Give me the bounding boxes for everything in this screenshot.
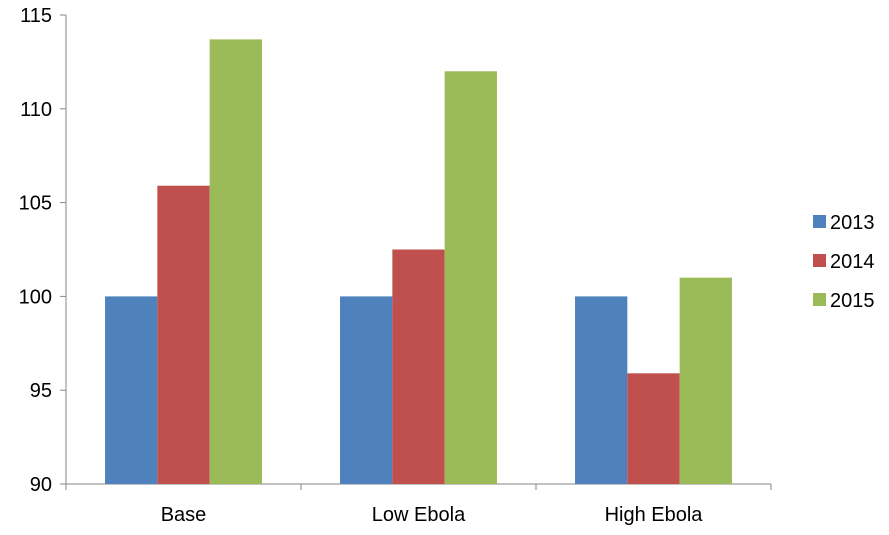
x-category-label: High Ebola: [605, 504, 704, 526]
legend-label: 2014: [830, 251, 875, 273]
bar-2013-high-ebola: [575, 296, 628, 484]
legend-swatch: [813, 293, 826, 306]
legend-swatch: [813, 254, 826, 267]
legend: 2013 2014 2015: [813, 212, 875, 312]
x-axis: Base Low Ebola High Ebola: [65, 483, 772, 526]
bar-2015-high-ebola: [679, 277, 732, 484]
y-tick-label: 90: [30, 474, 52, 496]
bar-2013-base: [105, 296, 158, 484]
y-tick-label: 105: [19, 193, 52, 215]
legend-label: 2015: [830, 290, 875, 312]
bar-2015-low-ebola: [444, 71, 497, 484]
legend-swatch: [813, 215, 826, 228]
bars: [105, 39, 732, 484]
y-tick-label: 95: [30, 380, 52, 402]
y-axis: 90 95 100 105 110 115: [19, 5, 67, 496]
bar-2013-low-ebola: [340, 296, 393, 484]
bar-2014-base: [157, 185, 210, 484]
bar-2015-base: [209, 39, 262, 484]
bar-2014-low-ebola: [392, 249, 445, 484]
legend-label: 2013: [830, 212, 875, 234]
x-category-label: Low Ebola: [372, 504, 466, 526]
x-category-label: Base: [161, 504, 207, 526]
y-tick-label: 115: [20, 5, 52, 27]
y-tick-label: 110: [20, 99, 52, 121]
y-tick-label: 100: [19, 286, 52, 308]
bar-2014-high-ebola: [627, 373, 680, 484]
